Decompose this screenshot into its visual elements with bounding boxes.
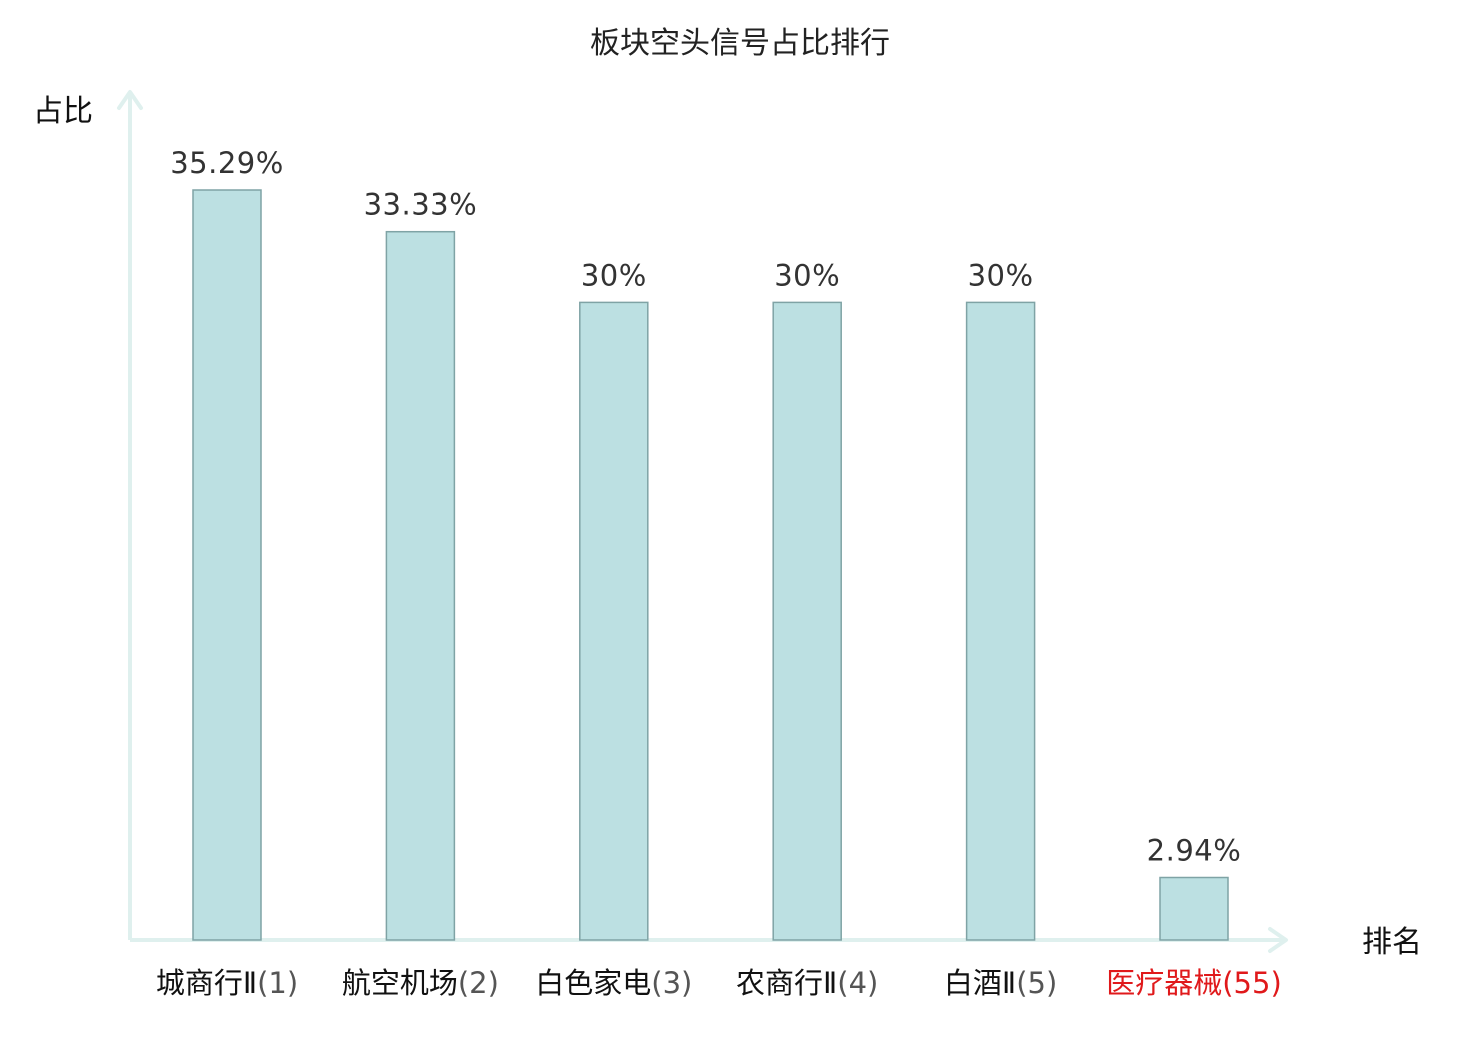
category-name: 城商行Ⅱ xyxy=(156,966,257,1000)
chart-title: 板块空头信号占比排行 xyxy=(590,26,890,61)
category-rank: (5) xyxy=(1016,966,1057,1000)
x-tick-label: 农商行Ⅱ(4) xyxy=(736,966,878,1000)
category-rank: (55) xyxy=(1222,966,1282,1000)
category-rank: (1) xyxy=(257,966,298,1000)
data-label: 35.29% xyxy=(170,146,284,180)
x-axis-arrow xyxy=(1268,927,1288,953)
x-tick-label: 白色家电(3) xyxy=(535,966,692,1000)
category-name: 白酒Ⅱ xyxy=(944,966,1016,1000)
category-name: 医疗器械 xyxy=(1106,966,1222,1000)
category-name: 航空机场 xyxy=(342,966,458,1000)
category-name: 白色家电 xyxy=(535,966,651,1000)
bar xyxy=(965,301,1036,941)
bar xyxy=(1159,876,1229,941)
category-rank: (4) xyxy=(837,966,878,1000)
data-label: 30% xyxy=(581,258,647,292)
bar xyxy=(772,301,842,941)
category-rank: (3) xyxy=(651,966,692,1000)
bar xyxy=(385,230,456,941)
data-label: 30% xyxy=(774,258,840,292)
x-tick-label: 医疗器械(55) xyxy=(1106,966,1282,1000)
bar xyxy=(192,189,262,941)
axes xyxy=(117,90,1288,953)
x-tick-label: 城商行Ⅱ(1) xyxy=(156,966,298,1000)
x-tick-label: 航空机场(2) xyxy=(342,966,499,1000)
value-labels-group: 35.29% 33.33% 30% 30% 30% 2.94% xyxy=(170,146,1241,868)
bar xyxy=(579,301,649,941)
data-label: 2.94% xyxy=(1147,834,1242,868)
category-labels-group: 城商行Ⅱ(1) 航空机场(2) 白色家电(3) 农商行Ⅱ(4) 白酒Ⅱ(5) 医疗器械(5… xyxy=(156,966,1282,1000)
y-axis-arrow xyxy=(117,90,143,110)
bars-group xyxy=(192,189,1229,941)
category-rank: (2) xyxy=(458,966,499,1000)
category-name: 农商行Ⅱ xyxy=(736,966,837,1000)
x-axis-title: 排名 xyxy=(1362,925,1422,960)
x-tick-label: 白酒Ⅱ(5) xyxy=(944,966,1057,1000)
data-label: 30% xyxy=(968,258,1034,292)
y-axis-title: 占比 xyxy=(33,94,93,129)
data-label: 33.33% xyxy=(364,188,478,222)
